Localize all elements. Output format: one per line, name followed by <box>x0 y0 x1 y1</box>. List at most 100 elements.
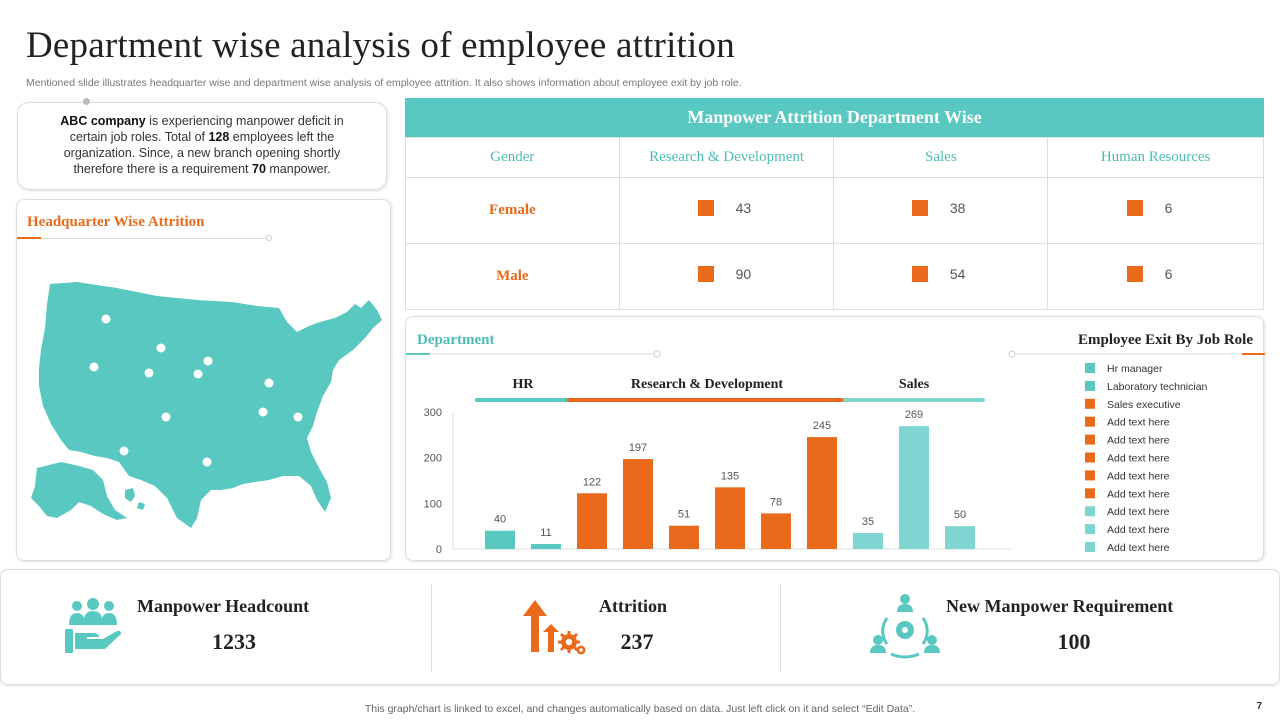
y-tick-label: 200 <box>424 453 442 465</box>
table-header-row: Gender Research & Development Sales Huma… <box>405 137 1264 178</box>
bar-value-label: 11 <box>540 527 551 539</box>
legend-label: Sales executive <box>1107 399 1181 411</box>
legend-swatch <box>1085 524 1095 535</box>
legend-label: Add text here <box>1107 435 1170 447</box>
bar-value-label: 197 <box>629 442 647 454</box>
intro-text-3: manpower. <box>265 162 331 176</box>
chart-title-dot <box>653 350 661 358</box>
intro-text-1: is experiencing manpower deficit in cert… <box>69 114 344 144</box>
location-marker[interactable] <box>293 412 303 422</box>
location-marker[interactable] <box>156 343 166 353</box>
kpi-panel: Manpower Headcount 1233 Attrition 237 <box>0 569 1280 685</box>
kpi-label: Attrition <box>599 596 667 616</box>
location-marker[interactable] <box>144 368 154 378</box>
map-title: Headquarter Wise Attrition <box>27 214 205 230</box>
location-marker[interactable] <box>264 378 274 388</box>
y-tick-label: 0 <box>436 544 442 556</box>
legend-swatch <box>1085 470 1095 481</box>
usa-mainland-shape <box>39 282 382 528</box>
row-label: Male <box>405 243 620 310</box>
square-marker-icon <box>911 200 928 216</box>
kpi-separator <box>431 584 432 672</box>
row-label: Female <box>405 177 620 244</box>
bar-value-label: 51 <box>678 509 690 521</box>
page-title: Department wise analysis of employee att… <box>26 25 735 66</box>
headquarter-map-panel: Headquarter Wise Attrition <box>16 199 391 561</box>
bar-value-label: 135 <box>721 470 739 482</box>
intro-company: ABC company <box>60 114 146 128</box>
department-bar-chart[interactable]: Department Employee Exit By Job Role 0 100 2… <box>406 317 1265 562</box>
bar <box>669 525 699 549</box>
location-marker[interactable] <box>193 369 203 379</box>
bar <box>899 426 929 549</box>
bar <box>853 533 883 549</box>
alaska-shape <box>31 462 127 520</box>
table-cell: 6 <box>1047 243 1264 310</box>
legend-swatch <box>1085 398 1095 409</box>
arrow-gears-icon <box>523 600 586 655</box>
location-marker[interactable] <box>89 362 99 372</box>
square-marker-icon <box>1126 266 1143 282</box>
group-label: HR <box>513 377 535 392</box>
bar-value-label: 245 <box>813 420 831 432</box>
usa-map <box>31 282 382 528</box>
square-marker-icon <box>911 266 928 282</box>
column-header: Gender <box>405 137 620 178</box>
bar <box>577 493 607 549</box>
kpi-value: 100 <box>1057 629 1091 654</box>
hawaii-shape <box>125 488 145 510</box>
y-tick-label: 300 <box>424 407 442 419</box>
intro-textbox: ABC company is experiencing manpower def… <box>17 102 387 190</box>
kpi-label: Manpower Headcount <box>137 596 310 616</box>
kpi-value: 1233 <box>212 629 256 654</box>
intro-connector-dot <box>83 98 90 105</box>
table-row: Male 90 54 6 <box>405 243 1264 310</box>
bar-value-label: 269 <box>905 409 923 421</box>
legend-swatch <box>1085 380 1095 391</box>
cell-value: 6 <box>1164 200 1173 216</box>
cell-value: 6 <box>1164 266 1173 282</box>
bar <box>761 513 791 549</box>
bar <box>485 530 515 549</box>
legend-swatch <box>1085 416 1095 427</box>
bar-value-label: 40 <box>494 514 506 526</box>
intro-requirement: 70 <box>252 162 266 176</box>
group-label: Research & Development <box>631 377 783 392</box>
table-row: Female 43 38 6 <box>405 177 1264 244</box>
table-title: Manpower Attrition Department Wise <box>405 98 1264 137</box>
attrition-table: Gender Research & Development Sales Huma… <box>405 137 1264 310</box>
legend-title-dot <box>1008 350 1016 358</box>
location-marker[interactable] <box>258 407 268 417</box>
bar-value-label: 35 <box>862 516 874 528</box>
legend-swatch <box>1085 363 1095 373</box>
group-label: Sales <box>899 377 930 392</box>
square-marker-icon <box>697 200 714 216</box>
location-marker[interactable] <box>203 356 213 366</box>
network-people-icon <box>870 594 940 659</box>
map-title-dot <box>266 235 272 241</box>
location-marker[interactable] <box>119 446 129 456</box>
chart-title: Department <box>417 332 494 348</box>
legend-label: Add text here <box>1107 417 1170 429</box>
people-hand-icon <box>65 598 121 653</box>
bar <box>945 526 975 549</box>
intro-left-count: 128 <box>208 130 230 144</box>
cell-value: 90 <box>735 266 752 282</box>
bar-value-label: 122 <box>583 476 601 488</box>
location-marker[interactable] <box>161 412 171 422</box>
kpi-label: New Manpower Requirement <box>946 596 1174 616</box>
location-marker[interactable] <box>202 457 212 467</box>
page-number: 7 <box>1256 701 1262 712</box>
bar <box>807 437 837 549</box>
attrition-table-panel: Manpower Attrition Department Wise Gende… <box>405 98 1264 310</box>
legend-label: Add text here <box>1107 542 1170 554</box>
page-subtitle: Mentioned slide illustrates headquarter … <box>26 77 742 89</box>
map-title-underline <box>17 238 269 239</box>
column-header: Sales <box>833 137 1049 178</box>
legend-swatch <box>1085 488 1095 499</box>
location-marker[interactable] <box>101 314 111 324</box>
legend-label: Add text here <box>1107 453 1170 465</box>
table-cell: 6 <box>1047 177 1264 244</box>
column-header: Human Resources <box>1047 137 1264 178</box>
map-location-markers <box>89 314 303 467</box>
